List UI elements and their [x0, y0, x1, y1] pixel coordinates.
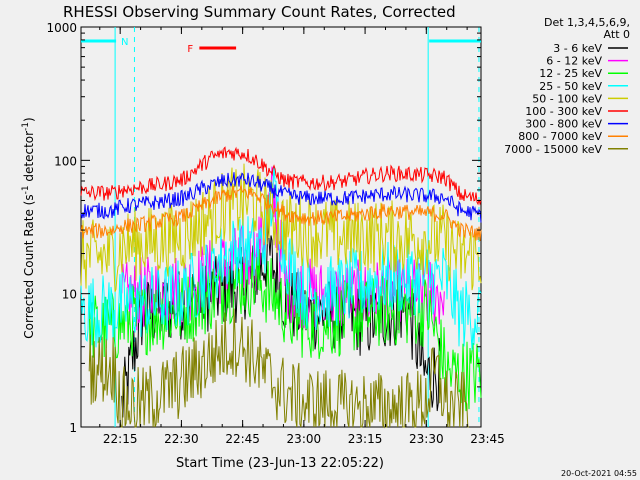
series-line-9: [88, 308, 469, 429]
x-tick-label: 23:15: [348, 432, 383, 446]
x-tick-label: 22:15: [103, 432, 138, 446]
night-label: N: [121, 37, 128, 48]
y-axis-label-mid: detector: [22, 131, 36, 186]
series-line-8: [80, 185, 482, 242]
y-axis-label-sup2: -1: [21, 122, 31, 131]
footer-timestamp: 20-Oct-2021 04:55: [561, 469, 637, 478]
legend-entry-label: 800 - 7000 keV: [518, 130, 602, 143]
axes: 22:15 22:30 22:45 23:00 23:15 23:30 23:45 1 10 10…: [46, 21, 504, 446]
y-axis-label-end: ): [22, 117, 36, 122]
x-axis-label: Start Time (23-Jun-13 22:05:22): [176, 456, 384, 471]
legend-entry-label: 3 - 6 keV: [553, 42, 602, 55]
plot-frame: [80, 26, 482, 428]
legend-header-2: Att 0: [604, 28, 630, 41]
legend-entry-label: 100 - 300 keV: [525, 105, 602, 118]
x-tick-label: 23:45: [470, 432, 505, 446]
series-line-7: [80, 172, 482, 223]
series-line-5: [80, 163, 482, 292]
series-line-4: [80, 165, 482, 351]
y-axis-label-sup1: -1: [21, 185, 31, 194]
y-axis-label: Corrected Count Rate (s-1 detector-1): [21, 117, 36, 338]
flare-label: F: [187, 44, 193, 55]
y-tick-label: 10: [62, 288, 77, 302]
y-tick-label: 100: [54, 154, 77, 168]
series-layer: [80, 146, 482, 429]
legend-entry-label: 300 - 800 keV: [525, 118, 602, 131]
legend-entry-label: 25 - 50 keV: [539, 80, 602, 93]
y-tick-label: 1000: [46, 21, 77, 35]
x-tick-label: 23:00: [287, 432, 322, 446]
x-tick-label: 22:45: [225, 432, 260, 446]
chart-title: RHESSI Observing Summary Count Rates, Co…: [63, 3, 456, 21]
legend-entry-label: 6 - 12 keV: [546, 55, 602, 68]
x-tick-label: 22:30: [164, 432, 199, 446]
legend-entry-label: 7000 - 15000 keV: [504, 143, 602, 156]
series-line-3: [88, 249, 482, 412]
y-tick-label: 1: [69, 421, 77, 435]
y-axis-label-main: Corrected Count Rate (s: [22, 194, 36, 338]
legend-header-1: Det 1,3,4,5,6,9,: [544, 16, 630, 29]
x-tick-label: 23:30: [409, 432, 444, 446]
legend-entry-label: 50 - 100 keV: [532, 92, 602, 105]
series-line-6: [80, 146, 482, 206]
legend-entry-label: 12 - 25 keV: [539, 67, 602, 80]
